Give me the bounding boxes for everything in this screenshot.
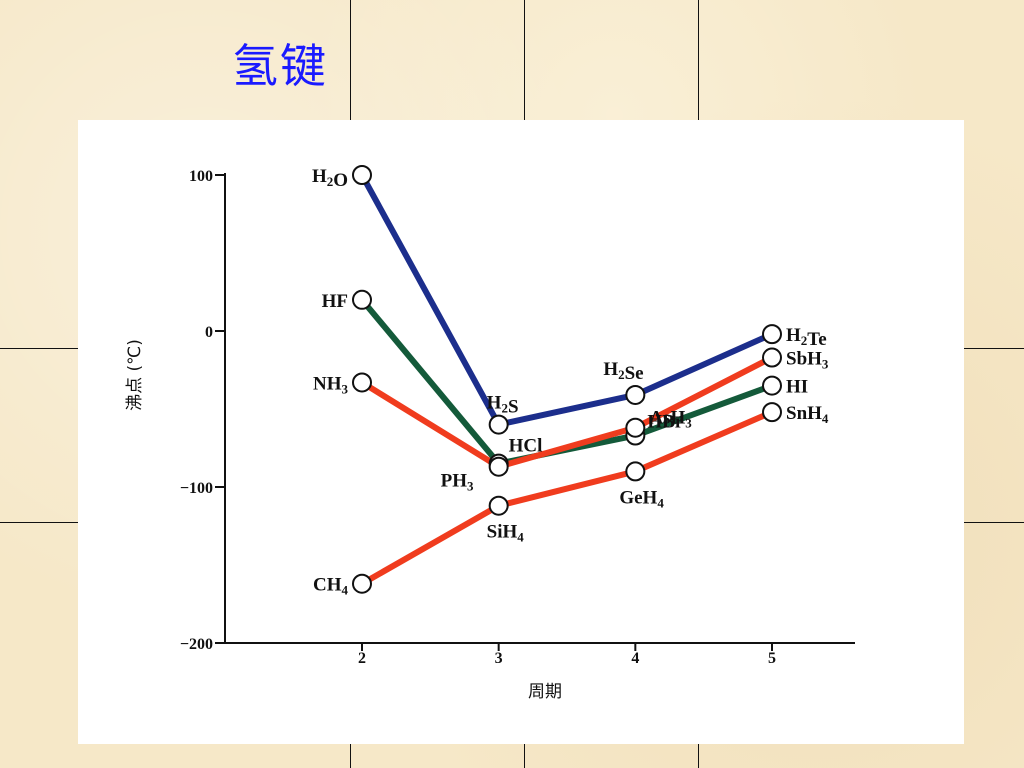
y-tick-label: 100	[189, 168, 213, 185]
data-label: H2Se	[603, 359, 643, 384]
data-label: SnH4	[786, 403, 829, 426]
data-point	[625, 417, 646, 438]
data-point	[762, 375, 782, 396]
x-tick-label: 4	[631, 650, 639, 667]
data-label: PH3	[441, 471, 474, 494]
data-label: HCl	[509, 436, 543, 457]
slide-gridline	[524, 0, 525, 120]
data-point	[352, 372, 372, 393]
data-point	[762, 402, 782, 423]
data-label: H2O	[312, 166, 348, 191]
data-point	[762, 324, 782, 345]
y-tick-label: −200	[180, 636, 213, 653]
data-label: SiH4	[487, 522, 525, 545]
data-point	[352, 165, 372, 185]
data-label: NH3	[313, 373, 349, 396]
data-point	[488, 414, 509, 435]
x-tick-label: 2	[358, 650, 366, 667]
data-label: HBr	[647, 412, 683, 433]
series-lines	[359, 173, 774, 587]
data-label: HI	[786, 377, 808, 398]
x-axis-title: 周期	[528, 682, 562, 702]
slide-title: 氢键	[232, 39, 328, 93]
data-point	[625, 461, 646, 482]
data-label: AsH3	[649, 408, 692, 431]
data-point	[352, 573, 372, 594]
data-label: SbH3	[786, 349, 829, 372]
slide-gridline	[698, 0, 699, 120]
series-line	[359, 173, 774, 428]
slide-gridline	[964, 348, 1024, 349]
data-label: HF	[322, 291, 348, 312]
series-line	[360, 409, 774, 587]
data-label: CH4	[313, 575, 349, 598]
slide-gridline	[350, 744, 351, 768]
data-point	[762, 347, 782, 368]
slide-gridline	[0, 522, 78, 523]
x-tick-label: 3	[495, 650, 503, 667]
point-labels: H2O H2S H2Se H2Te HF HCl HBr HI NH3 PH3 AsH3 SbH3 CH…	[312, 166, 829, 598]
y-tick-label: −100	[180, 480, 213, 497]
data-point	[488, 456, 509, 477]
x-tick-label: 5	[768, 650, 776, 667]
data-label: H2Te	[786, 325, 827, 350]
y-axis-title: 沸点 (℃)	[125, 339, 145, 411]
point-markers	[352, 165, 782, 594]
slide-gridline	[350, 0, 351, 120]
series-line	[360, 354, 774, 470]
slide-gridline	[698, 744, 699, 768]
data-point	[625, 384, 646, 405]
axes: 100 0 −100 −200 2 3 4 5 周期 沸点 (℃)	[125, 168, 855, 702]
slide-gridline	[524, 744, 525, 768]
slide-gridline	[964, 522, 1024, 523]
slide-gridline	[0, 348, 78, 349]
data-label: GeH4	[619, 487, 664, 510]
data-point	[352, 289, 372, 310]
y-tick-label: 0	[205, 324, 213, 341]
data-point	[488, 495, 509, 516]
data-label: H2S	[487, 393, 519, 418]
